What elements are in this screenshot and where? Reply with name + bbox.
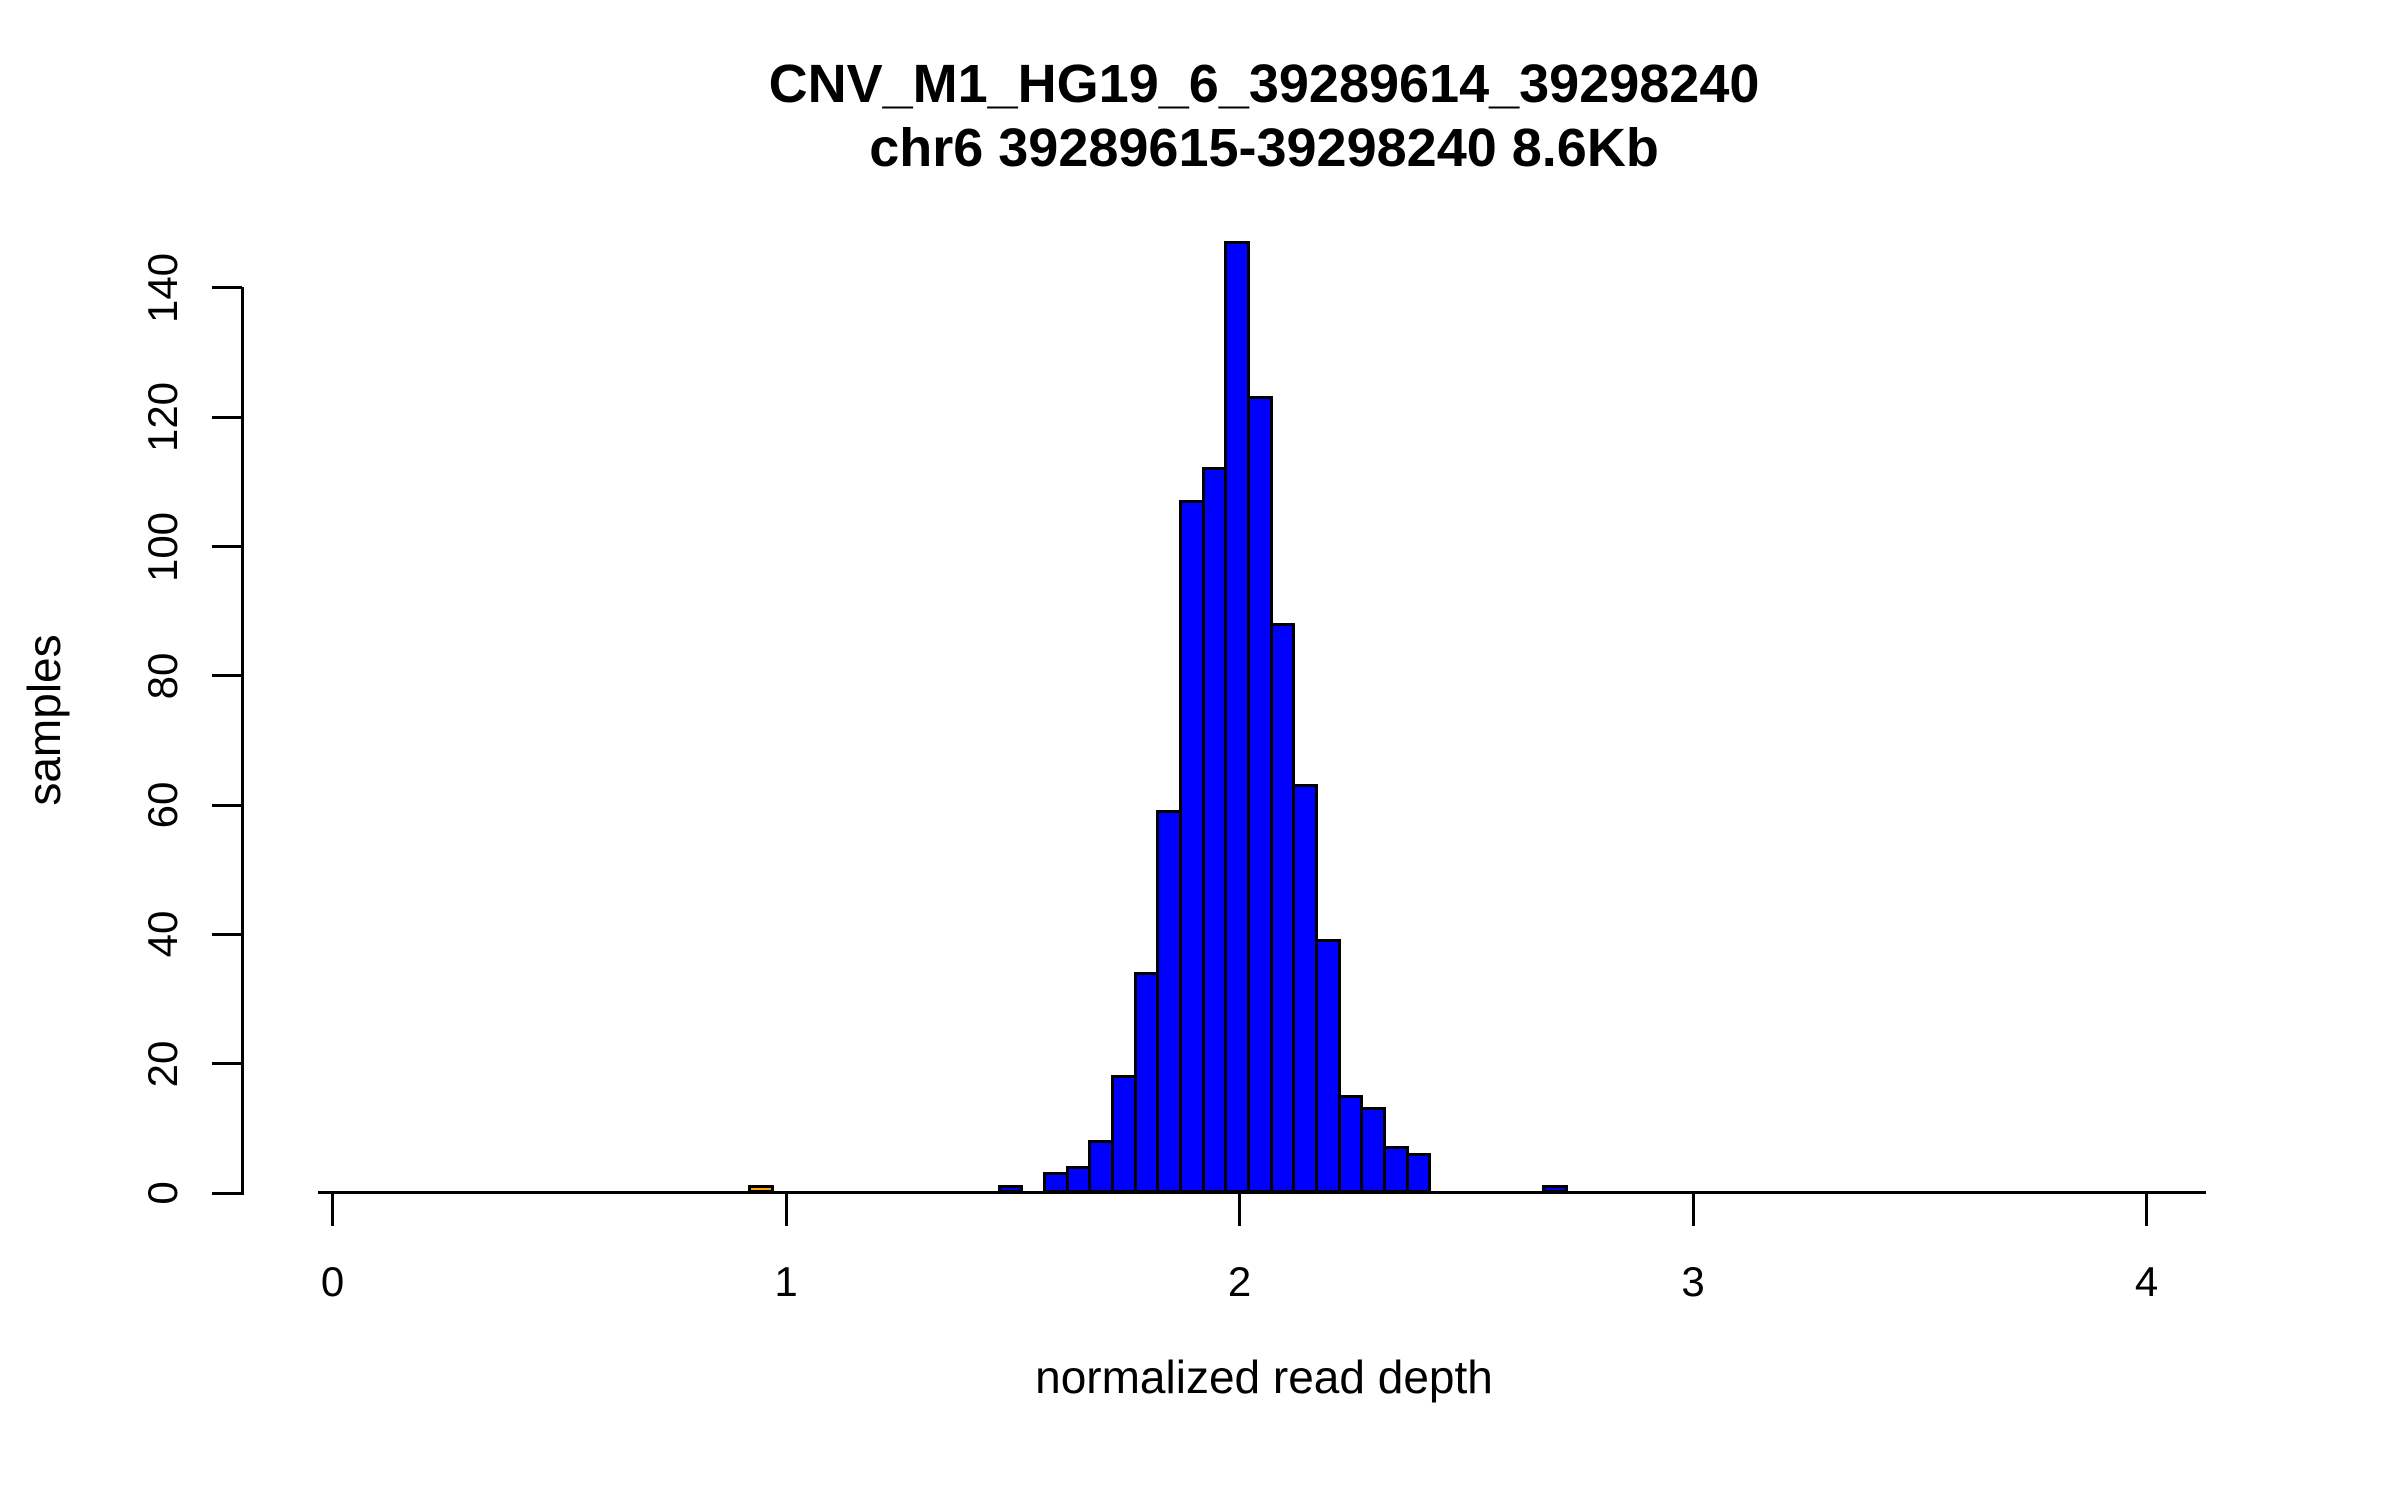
y-axis-title: samples <box>18 634 70 806</box>
y-tick-mark <box>212 803 242 807</box>
x-tick-mark <box>784 1194 788 1226</box>
y-tick-mark <box>212 1062 242 1066</box>
x-tick-mark <box>1238 1194 1241 1226</box>
y-axis-line <box>241 287 244 1195</box>
chart-title-line2: chr6 39289615-39298240 8.6Kb <box>869 118 1659 178</box>
y-tick-mark <box>212 674 242 678</box>
histogram-bar <box>1088 1139 1115 1193</box>
x-tick-mark <box>1691 1194 1695 1226</box>
x-axis-line <box>318 1191 2206 1194</box>
y-tick-label: 120 <box>139 382 186 453</box>
histogram-bar <box>1269 622 1296 1193</box>
x-tick-mark <box>2145 1194 2148 1226</box>
x-tick-label: 4 <box>2134 1258 2159 1305</box>
y-tick-mark <box>212 286 242 290</box>
y-tick-label: 20 <box>139 1040 186 1088</box>
chart-title: CNV_M1_HG19_6_39289614_39298240 chr6 392… <box>164 52 2364 180</box>
y-tick-label: 140 <box>139 252 186 323</box>
histogram-bar <box>1315 939 1341 1193</box>
y-tick-label: 60 <box>139 781 186 829</box>
y-tick-label: 100 <box>139 511 186 582</box>
y-tick-mark <box>212 545 242 548</box>
y-tick-mark <box>212 415 242 419</box>
histogram-bar <box>1383 1146 1409 1193</box>
x-tick-label: 1 <box>774 1258 798 1305</box>
y-tick-mark <box>212 1191 242 1195</box>
histogram-bar <box>1405 1152 1432 1193</box>
x-tick-label: 3 <box>1681 1258 1705 1305</box>
x-tick-label: 2 <box>1227 1258 1252 1305</box>
x-tick-label: 0 <box>320 1258 345 1305</box>
x-tick-mark <box>331 1194 334 1226</box>
y-tick-mark <box>212 932 242 936</box>
y-tick-label: 0 <box>139 1181 186 1205</box>
y-tick-label: 80 <box>139 652 186 700</box>
x-axis-title: normalized read depth <box>1035 1351 1493 1403</box>
y-tick-label: 40 <box>139 911 186 958</box>
chart-title-line1: CNV_M1_HG19_6_39289614_39298240 <box>768 54 1760 114</box>
histogram-bar <box>1111 1075 1137 1193</box>
